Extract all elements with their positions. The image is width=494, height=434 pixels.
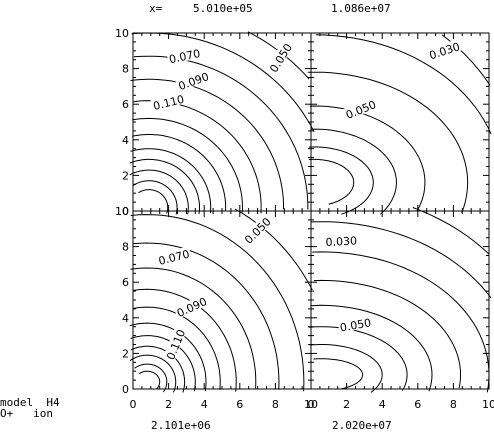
x-prefix-label: x= (149, 2, 163, 15)
contour-line (310, 128, 397, 215)
contour-line (313, 279, 462, 389)
bottom-left-x-value: 2.101e+06 (151, 419, 211, 432)
contour-line (133, 242, 280, 390)
contour-label-2-090: 0.090 (175, 295, 209, 320)
contour-line (309, 105, 426, 212)
y-tick-label: 4 (122, 312, 129, 325)
contour-line (312, 251, 490, 393)
contour-line (130, 335, 196, 392)
contour-line (129, 158, 200, 215)
contour-line (310, 221, 492, 299)
x-tick-label: 10 (304, 398, 318, 411)
x-tick-label: 4 (379, 398, 386, 411)
contour-line (310, 304, 433, 392)
contour-line (309, 344, 383, 393)
model-label-line1: model H4 (0, 396, 60, 409)
contour-label-1-050-bg (342, 96, 379, 121)
y-tick-label: 2 (122, 169, 129, 182)
contour-label-0-050: 0.050 (267, 41, 295, 75)
contour-line (129, 169, 189, 215)
contour-label-1-050: 0.050 (344, 98, 378, 122)
contour-line (133, 288, 237, 392)
contour-line (130, 148, 212, 214)
contour-line (138, 370, 161, 390)
contour-line (130, 214, 305, 392)
contour-line (134, 363, 168, 393)
contour-label-2-070-bg (155, 246, 192, 267)
contour-line (130, 78, 285, 210)
panel-frame (310, 32, 490, 212)
contour-label-2-050-bg (240, 213, 274, 247)
contour-label-1-030-bg (426, 38, 463, 61)
y-tick-label: 10 (115, 27, 129, 40)
y-tick-label: 8 (122, 241, 129, 254)
contour-label-0-110-bg (150, 91, 187, 112)
y-tick-label: 6 (122, 276, 129, 289)
contour-line (129, 354, 177, 393)
contour-label-3-030-bg (323, 233, 359, 248)
contour-line (315, 34, 492, 135)
contour-line (234, 208, 313, 291)
contour-label-2-070: 0.070 (157, 248, 191, 268)
contour-label-0-070: 0.070 (168, 47, 202, 66)
y-tick-label: 4 (122, 134, 129, 147)
x-tick-label: 10 (482, 398, 494, 411)
contour-line (130, 267, 257, 389)
y-tick-label: 8 (122, 63, 129, 76)
top-left-x-value: 5.010e+05 (193, 2, 253, 15)
contour-label-2-090-bg (173, 293, 210, 319)
contour-label-0-090: 0.090 (177, 70, 211, 93)
top-right-x-value: 1.086e+07 (331, 2, 391, 15)
contour-line (412, 207, 490, 255)
contour-line (132, 117, 244, 213)
y-tick-label: 2 (122, 347, 129, 360)
y-tick-label: 6 (122, 98, 129, 111)
x-tick-label: 4 (201, 398, 208, 411)
contour-label-0-090-bg (175, 68, 212, 92)
x-tick-label: 8 (450, 398, 457, 411)
contour-label-1-030: 0.030 (428, 40, 462, 62)
x-tick-label: 2 (165, 398, 172, 411)
x-tick-label: 8 (272, 398, 279, 411)
y-tick-label: 0 (122, 383, 129, 396)
contour-line (132, 180, 178, 215)
contour-label-0-070-bg (166, 45, 203, 65)
contour-line (308, 326, 408, 391)
contour-label-2-050: 0.050 (242, 215, 273, 246)
contour-line (138, 189, 169, 214)
contour-label-2-110-bg (162, 326, 187, 363)
contour-line (129, 322, 207, 392)
contour-label-3-050-bg (337, 315, 374, 333)
contour-line (132, 306, 221, 390)
contour-label-0-050-bg (265, 39, 294, 75)
x-tick-label: 0 (130, 398, 137, 411)
contour-line (313, 358, 364, 390)
contour-label-2-110: 0.110 (164, 328, 188, 362)
x-tick-label: 0 (308, 398, 315, 411)
x-tick-label: 2 (343, 398, 350, 411)
contour-line (307, 71, 469, 214)
model-label-line2: O+ ion (0, 407, 53, 420)
x-tick-label: 6 (414, 398, 421, 411)
bottom-right-x-value: 2.020e+07 (332, 419, 392, 432)
contour-line (132, 134, 227, 212)
contour-label-0-110: 0.110 (152, 93, 186, 113)
y-tick-label: 0 (122, 205, 129, 218)
contour-line (308, 158, 355, 205)
x-tick-label: 6 (236, 398, 243, 411)
y-tick-label: 10 (115, 205, 129, 218)
contour-line (308, 146, 374, 215)
contour-label-3-050: 0.050 (339, 316, 372, 334)
contour-label-3-030: 0.030 (325, 234, 357, 249)
